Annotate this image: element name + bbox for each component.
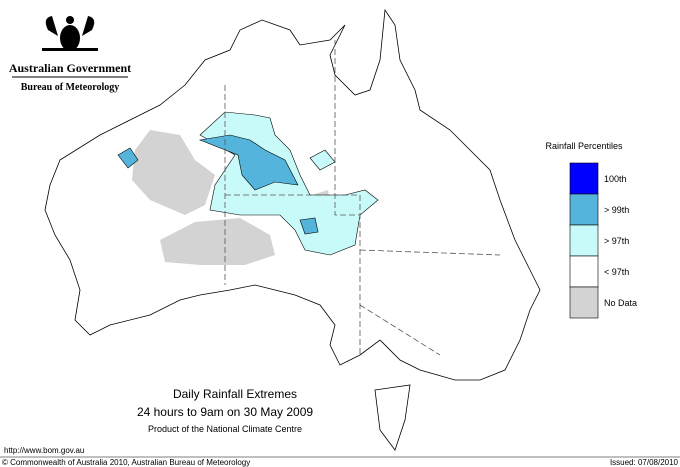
legend-swatch [569,193,599,226]
no-data [132,130,215,215]
legend-label: No Data [604,298,637,308]
crest [42,16,98,51]
legend-label: > 97th [604,236,629,246]
map [44,8,541,451]
footer-url: http://www.bom.gov.au [4,446,84,455]
caption-note: Product of the National Climate Centre [148,424,302,434]
above-99 [198,134,299,191]
tasmania [374,384,411,451]
government: Australian Government [9,61,131,75]
legend-swatch [569,286,599,319]
legend: Rainfall Percentiles 100th > 99th > 97th < … [545,141,637,319]
bureau: Bureau of Meteorology [21,82,120,93]
legend-label: > 99th [604,205,629,215]
state-border [224,40,501,356]
legend-swatch [569,255,599,288]
above-99 [117,147,319,235]
footer-issued: Issued: 07/08/2010 [610,458,679,467]
legend-label: < 97th [604,267,629,277]
legend-label: 100th [604,174,627,184]
caption-subtitle: 24 hours to 9am on 30 May 2009 [137,405,313,419]
caption-title: Daily Rainfall Extremes [173,387,297,401]
legend-swatch [569,224,599,257]
legend-swatch [569,162,599,195]
no-data [160,218,275,265]
legend-title: Rainfall Percentiles [545,141,623,151]
footer-copyright: © Commonwealth of Australia 2010, Austra… [2,458,250,467]
